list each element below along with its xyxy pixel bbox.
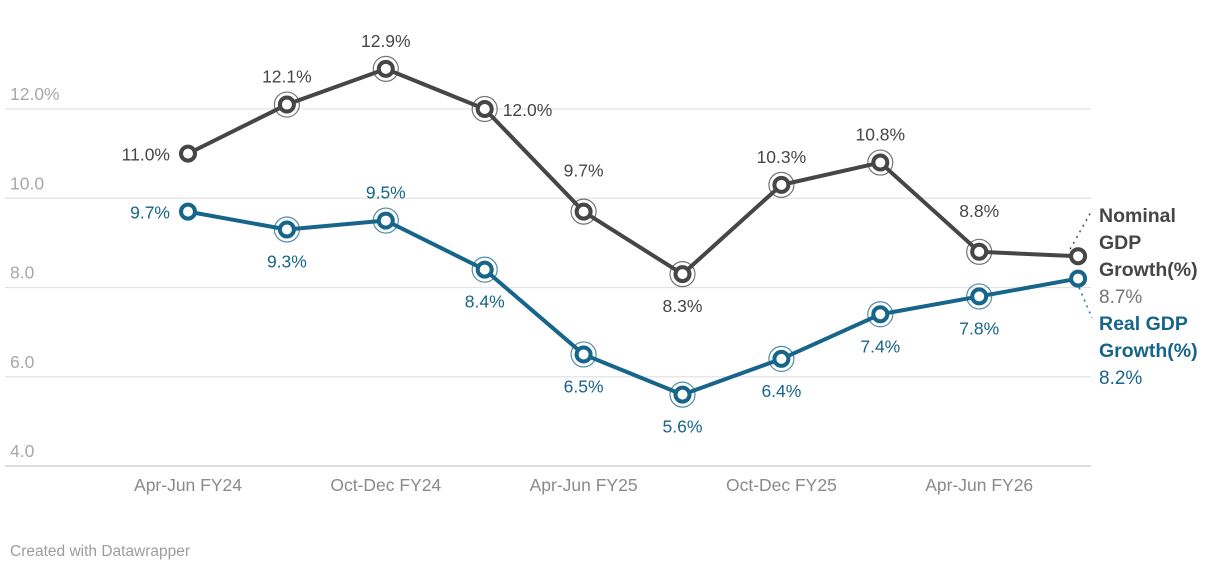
point-label-nominal-gdp-growth: 10.3% [757, 147, 807, 167]
point-halo-nominal-gdp-growth [966, 238, 993, 265]
y-axis-tick-label: 4.0 [10, 441, 35, 461]
x-axis-tick-label: Apr-Jun FY24 [134, 475, 242, 495]
point-label-real-gdp-growth: 6.5% [564, 376, 604, 396]
point-label-real-gdp-growth: 7.8% [959, 318, 999, 338]
data-point-marker-real-gdp-growth[interactable] [179, 202, 197, 221]
data-point-marker-real-gdp-growth[interactable] [475, 260, 494, 279]
point-label-nominal-gdp-growth: 8.8% [959, 201, 999, 221]
data-point-marker-real-gdp-growth[interactable] [673, 385, 692, 404]
data-point-marker-real-gdp-growth[interactable] [277, 220, 296, 239]
x-axis-tick-label: Apr-Jun FY26 [925, 475, 1033, 495]
data-point-marker-real-gdp-growth[interactable] [574, 345, 593, 364]
series-line-nominal-gdp-growth [186, 66, 1081, 277]
data-point-marker-nominal-gdp-growth[interactable] [574, 202, 593, 221]
point-label-real-gdp-growth: 6.4% [761, 381, 801, 401]
point-label-nominal-gdp-growth: 9.7% [564, 161, 604, 181]
y-axis-tick-label: 12.0% [10, 84, 60, 104]
datawrapper-credit: Created with Datawrapper [10, 543, 191, 560]
legend-value-real-gdp-growth: 8.2% [1099, 368, 1142, 389]
legend-label-nominal-gdp-growth: Growth(%) [1099, 259, 1198, 281]
legend-label-real-gdp-growth: Growth(%) [1099, 340, 1198, 362]
point-label-real-gdp-growth: 9.5% [366, 183, 406, 203]
x-axis-tick-label: Apr-Jun FY25 [530, 475, 638, 495]
point-label-real-gdp-growth: 8.4% [465, 292, 505, 312]
point-halo-real-gdp-growth [273, 216, 300, 243]
chart-canvas: 12.0% 10.0 8.0 6.0 4.0 Apr-Jun FY24 Oct-Dec FY… [5, 31, 1198, 495]
data-point-marker-real-gdp-growth[interactable] [1069, 269, 1088, 288]
data-point-marker-nominal-gdp-growth[interactable] [179, 144, 197, 163]
data-point-marker-nominal-gdp-growth[interactable] [970, 242, 989, 261]
y-axis-tick-label: 10.0 [10, 173, 44, 193]
point-label-nominal-gdp-growth: 12.1% [262, 67, 312, 87]
point-halo-nominal-gdp-growth [768, 171, 795, 198]
point-label-nominal-gdp-growth: 11.0% [122, 145, 170, 165]
data-point-marker-nominal-gdp-growth[interactable] [673, 265, 692, 284]
point-halo-nominal-gdp-growth [372, 55, 399, 82]
legend-value-nominal-gdp-growth: 8.7% [1099, 287, 1142, 308]
data-point-marker-real-gdp-growth[interactable] [871, 305, 890, 324]
point-label-nominal-gdp-growth: 10.8% [855, 125, 905, 145]
legend-leader-line-nominal-gdp-growth [1069, 209, 1093, 250]
point-halo-real-gdp-growth [669, 381, 696, 408]
data-point-marker-real-gdp-growth[interactable] [376, 211, 395, 230]
point-halo-real-gdp-growth [966, 283, 993, 310]
y-axis-tick-label: 8.0 [10, 263, 35, 283]
point-halo-nominal-gdp-growth [273, 91, 300, 118]
point-label-real-gdp-growth: 7.4% [860, 336, 900, 356]
point-halo-nominal-gdp-growth [471, 95, 498, 123]
point-halo-real-gdp-growth [867, 301, 894, 328]
data-point-marker-nominal-gdp-growth[interactable] [772, 175, 791, 194]
x-axis-tick-label: Oct-Dec FY25 [726, 475, 837, 495]
point-halo-real-gdp-growth [372, 207, 399, 234]
point-halo-real-gdp-growth [570, 341, 597, 368]
point-halo-real-gdp-growth [471, 256, 498, 283]
point-label-real-gdp-growth: 9.7% [130, 203, 170, 223]
data-point-marker-real-gdp-growth[interactable] [772, 349, 791, 368]
legend-label-real-gdp-growth: Real GDP [1099, 313, 1188, 335]
y-axis-tick-label: 6.0 [10, 352, 35, 372]
point-halo-real-gdp-growth [768, 345, 795, 372]
legend-label-nominal-gdp-growth: GDP [1099, 232, 1141, 254]
point-halo-nominal-gdp-growth [867, 149, 894, 176]
data-point-marker-nominal-gdp-growth[interactable] [1069, 247, 1088, 266]
legend-leader-line-real-gdp-growth [1078, 287, 1093, 319]
data-point-marker-real-gdp-growth[interactable] [970, 287, 989, 306]
data-point-marker-nominal-gdp-growth[interactable] [475, 100, 494, 118]
data-point-marker-nominal-gdp-growth[interactable] [376, 59, 395, 78]
x-axis-tick-label: Oct-Dec FY24 [330, 475, 441, 495]
point-label-nominal-gdp-growth: 8.3% [663, 296, 703, 316]
point-halo-nominal-gdp-growth [570, 198, 597, 225]
point-label-nominal-gdp-growth: 12.0% [503, 100, 553, 120]
point-label-real-gdp-growth: 9.3% [267, 251, 307, 271]
data-point-marker-nominal-gdp-growth[interactable] [277, 95, 296, 114]
point-label-real-gdp-growth: 5.6% [663, 417, 703, 437]
point-halo-nominal-gdp-growth [669, 261, 696, 288]
data-point-marker-nominal-gdp-growth[interactable] [871, 153, 890, 172]
legend-label-nominal-gdp-growth: Nominal [1099, 205, 1176, 227]
series-line-real-gdp-growth [186, 209, 1081, 397]
point-label-nominal-gdp-growth: 12.9% [361, 31, 411, 51]
